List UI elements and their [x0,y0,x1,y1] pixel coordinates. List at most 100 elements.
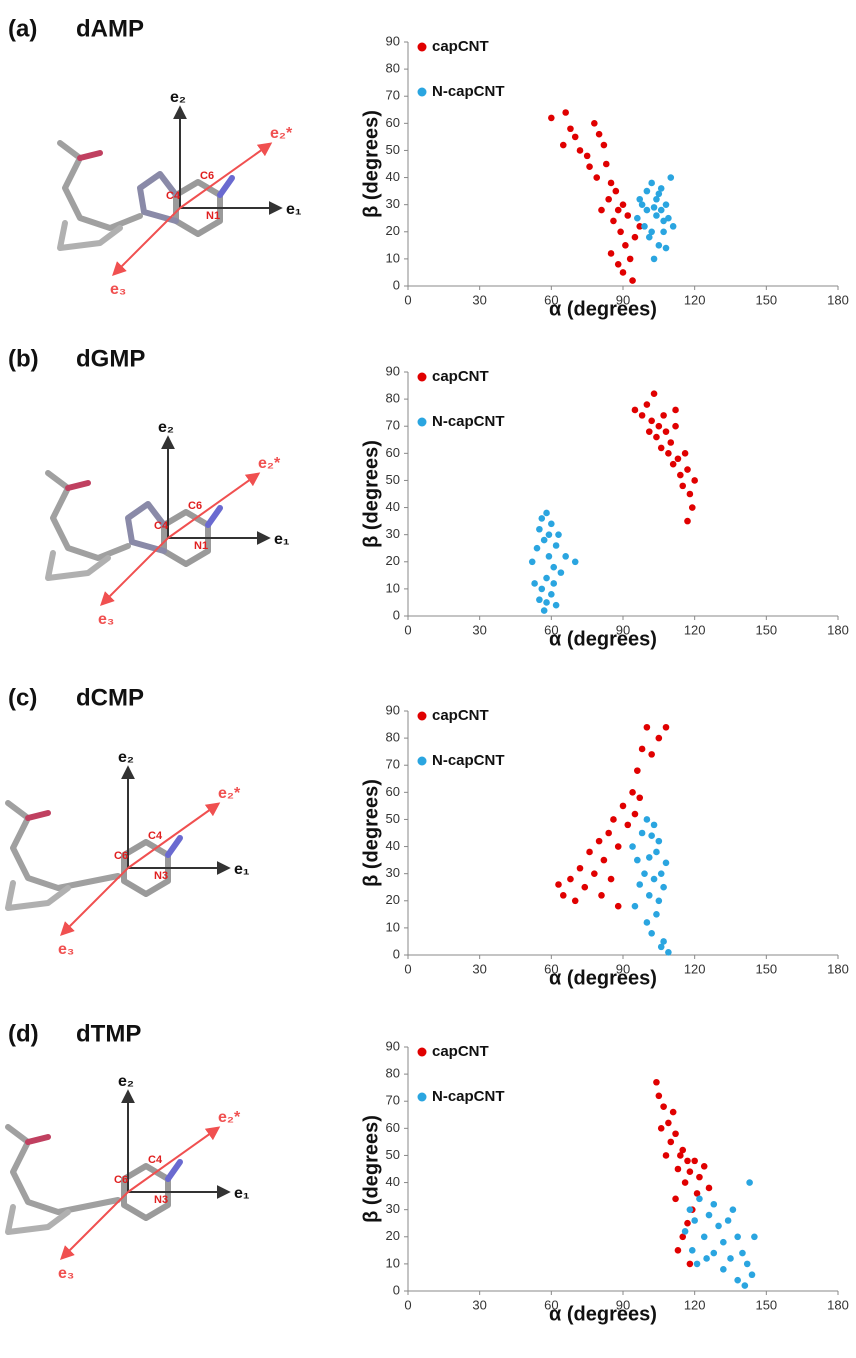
point [646,854,653,861]
y-tick-label: 90 [386,363,400,378]
point [715,1223,722,1230]
point [651,256,658,263]
point [548,521,555,528]
point [538,515,545,522]
point [710,1201,717,1208]
point [656,1093,663,1100]
point [710,1250,717,1257]
x-tick-label: 0 [404,622,411,637]
axis-label: e₁ [234,1185,250,1202]
point [656,897,663,904]
point [651,822,658,829]
y-tick-label: 80 [386,61,400,76]
bond [220,178,232,195]
point [648,751,655,758]
axis-label: e₃ [110,281,126,298]
point [658,445,665,452]
point [667,174,674,181]
point [605,196,612,203]
y-tick-label: 10 [386,1255,400,1270]
point [538,586,545,593]
point [644,816,651,823]
point [663,860,670,867]
y-tick-label: 0 [393,946,400,961]
point [605,830,612,837]
point [687,491,694,498]
point [560,142,567,149]
panel-title: dTMP [76,1020,141,1047]
point [644,919,651,926]
bond [28,1137,48,1142]
point [751,1233,758,1240]
axis-label: e₂* [218,1109,241,1126]
point [591,120,598,127]
y-tick-label: 40 [386,1174,400,1189]
point [651,204,658,211]
point [706,1212,713,1219]
y-tick-label: 30 [386,865,400,880]
point [675,1166,682,1173]
point [632,234,639,241]
point [653,212,660,219]
point [720,1239,727,1246]
x-tick-label: 0 [404,961,411,976]
point [656,191,663,198]
x-tick-label: 30 [472,1297,486,1312]
point [648,180,655,187]
point [550,580,557,587]
point [543,510,550,517]
point [648,418,655,425]
point [620,803,627,810]
axis-label: e₁ [274,531,290,548]
point [653,911,660,918]
bond [208,508,220,525]
point [706,1185,713,1192]
point [627,256,634,263]
legend-label: capCNT [432,368,489,385]
point [577,865,584,872]
legend-marker [418,418,427,427]
point [603,161,610,168]
point [567,876,574,883]
legend-marker [418,88,427,97]
point [550,564,557,571]
axis-arrow [128,804,218,868]
point [644,188,651,195]
point [660,228,667,235]
point [694,1261,701,1268]
legend-label: N-capCNT [432,83,505,100]
point [701,1233,708,1240]
point [749,1271,756,1278]
y-tick-label: 60 [386,1120,400,1135]
atom-label: C6 [114,1174,128,1186]
y-tick-label: 40 [386,169,400,184]
legend-label: N-capCNT [432,752,505,769]
legend-label: N-capCNT [432,1088,505,1105]
y-tick-label: 90 [386,1038,400,1053]
y-tick-label: 60 [386,445,400,460]
panel-title: dGMP [76,345,145,372]
y-axis-label: β (degrees) [360,440,382,548]
point [653,1079,660,1086]
point [617,228,624,235]
point [658,870,665,877]
point [658,207,665,214]
point [553,542,560,549]
y-tick-label: 30 [386,1201,400,1216]
axis-label: e₂ [158,419,174,436]
axis-label: e₂ [118,749,134,766]
point [598,207,605,214]
y-tick-label: 20 [386,892,400,907]
point [646,892,653,899]
axis-arrow [180,144,270,208]
point [648,228,655,235]
point [562,553,569,560]
point [701,1163,708,1170]
point [696,1174,703,1181]
x-tick-label: 0 [404,1297,411,1312]
y-tick-label: 50 [386,1147,400,1162]
point [560,892,567,899]
legend-label: capCNT [432,707,489,724]
atom-label: C6 [114,850,128,862]
